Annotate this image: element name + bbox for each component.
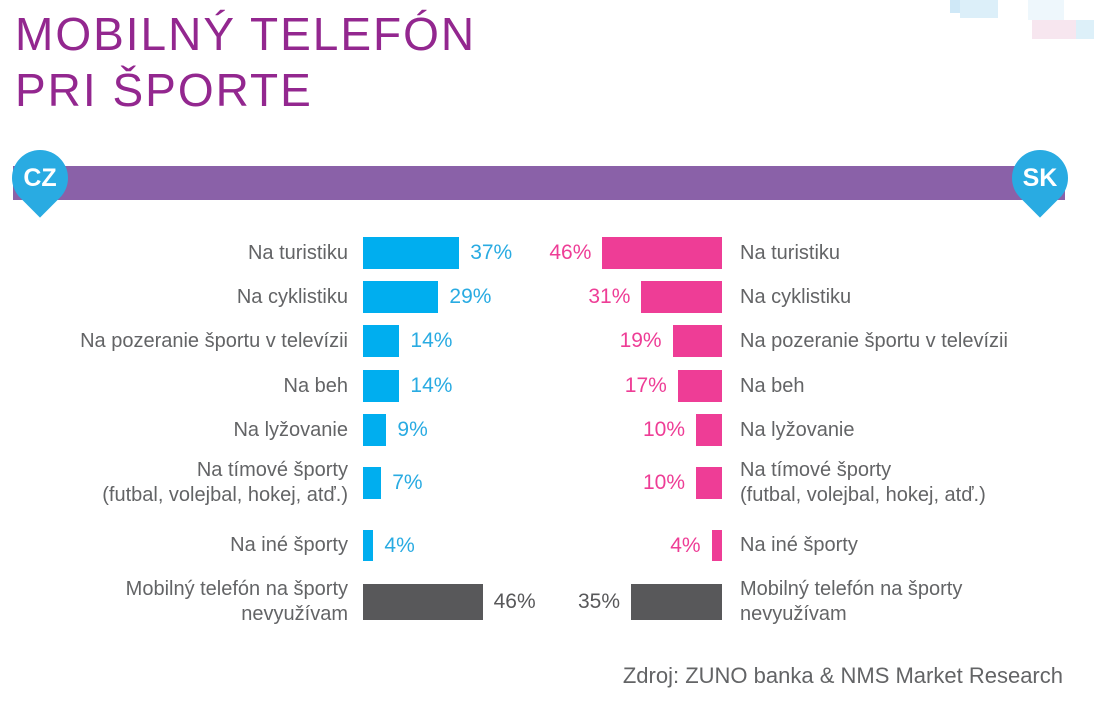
page-title-line1: MOBILNÝ TELEFÓN	[15, 8, 477, 60]
cz-row-label: Na turistiku	[247, 241, 348, 264]
cz-bar	[363, 237, 460, 269]
sk-bar	[696, 467, 722, 499]
sk-bar	[641, 281, 722, 313]
cz-value: 14%	[410, 374, 453, 397]
cz-value: 14%	[410, 329, 453, 352]
sk-row-label: Na pozeranie športu v televízii	[740, 329, 1008, 352]
sk-row-label: Na lyžovanie	[740, 418, 855, 441]
cz-row-label: Na cyklistiku	[236, 285, 348, 308]
cz-row-label: Na lyžovanie	[233, 418, 348, 441]
map-pin-sk-label: SK	[1022, 163, 1058, 192]
sk-value: 46%	[549, 241, 592, 264]
cz-row-label: Na pozeranie športu v televízii	[80, 329, 348, 352]
cz-value: 29%	[449, 285, 492, 308]
sk-bar	[602, 237, 722, 269]
divider-band	[13, 166, 1065, 200]
cz-bar	[363, 370, 400, 402]
source-credit: Zdroj: ZUNO banka & NMS Market Research	[622, 663, 1063, 688]
page-title: MOBILNÝ TELEFÓN PRI ŠPORTE	[15, 6, 476, 118]
sk-value: 4%	[670, 533, 701, 557]
cz-bar	[363, 414, 387, 446]
watermark-square	[1076, 20, 1094, 39]
map-pin-sk-icon: SK	[1000, 138, 1080, 218]
sk-bar	[672, 325, 722, 357]
watermark-square	[950, 0, 960, 13]
cz-bar	[363, 584, 483, 620]
sk-row-label: Na cyklistiku	[740, 285, 852, 308]
sk-value: 17%	[624, 374, 667, 397]
cz-bar	[363, 530, 374, 561]
cz-value: 4%	[384, 533, 415, 557]
cz-value: 46%	[493, 590, 536, 613]
sk-bar	[631, 584, 722, 620]
sk-value: 31%	[588, 285, 631, 308]
cz-row-label: Na iné športy	[230, 534, 348, 556]
sk-value: 35%	[577, 590, 620, 613]
cz-value: 7%	[392, 471, 423, 494]
sk-bar	[711, 530, 722, 561]
cz-value: 9%	[397, 418, 428, 441]
cz-row-label: Mobilný telefón na športy nevyužívam	[125, 578, 348, 625]
page-title-line2: PRI ŠPORTE	[15, 64, 313, 116]
cz-bar	[363, 325, 400, 357]
sk-bar	[696, 414, 722, 446]
sk-row-label: Na turistiku	[740, 241, 841, 264]
sk-row-label: Mobilný telefón na športy nevyužívam	[740, 578, 963, 625]
sk-row-label: Na beh	[740, 374, 805, 397]
watermark-square	[1032, 20, 1076, 39]
sk-value: 10%	[642, 471, 685, 494]
watermark-square	[1028, 0, 1064, 20]
sk-bar	[677, 370, 722, 402]
map-pin-cz-label: CZ	[23, 163, 57, 192]
sk-value: 19%	[619, 329, 662, 352]
sk-value: 10%	[642, 418, 685, 441]
watermark-square	[960, 0, 998, 18]
sk-row-label: Na tímové športy (futbal, volejbal, hokej…	[740, 459, 986, 506]
cz-row-label: Na tímové športy (futbal, volejbal, hokej…	[102, 459, 348, 506]
cz-bar	[363, 467, 382, 499]
sk-row-label: Na iné športy	[740, 534, 858, 556]
cz-value: 37%	[470, 241, 513, 264]
map-pin-cz-icon: CZ	[0, 138, 80, 218]
cz-row-label: Na beh	[283, 374, 349, 397]
cz-bar	[363, 281, 439, 313]
